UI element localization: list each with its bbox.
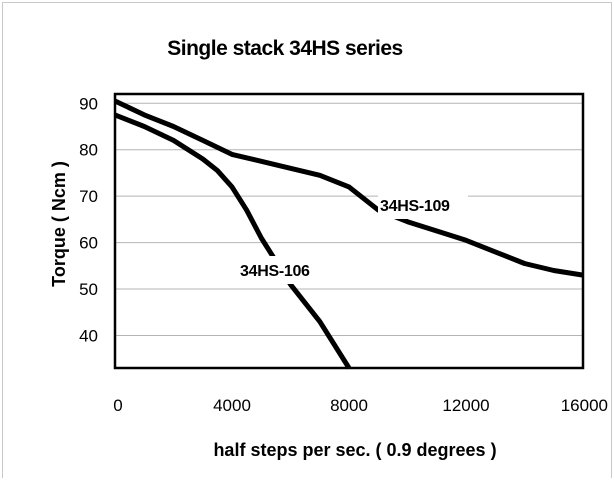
series-label-34hs-109: 34HS-109: [380, 198, 450, 215]
y-tick-label: 40: [79, 326, 98, 345]
series-layer: [115, 101, 583, 368]
x-tick-label: 12000: [442, 396, 489, 415]
plot-area: [115, 94, 583, 368]
x-axis-ticks: 0 4000 8000 12000 16000: [113, 396, 608, 415]
chart-title: Single stack 34HS series: [167, 37, 402, 60]
y-axis-label: Torque ( Ncm ): [49, 161, 69, 287]
series-line-34hs-109: [115, 101, 583, 275]
y-tick-label: 90: [79, 94, 98, 113]
y-tick-label: 70: [79, 187, 98, 206]
series-label-34hs-106: 34HS-106: [240, 263, 310, 280]
x-axis-label: half steps per sec. ( 0.9 degrees ): [213, 440, 496, 460]
x-tick-label: 8000: [330, 396, 368, 415]
y-tick-label: 80: [79, 141, 98, 160]
y-axis-ticks: 40 50 60 70 80 90: [79, 94, 98, 345]
x-tick-label: 16000: [561, 396, 608, 415]
y-tick-label: 50: [79, 280, 98, 299]
x-tick-label: 0: [113, 396, 122, 415]
x-tick-label: 4000: [213, 396, 251, 415]
gridlines: [115, 103, 583, 335]
y-tick-label: 60: [79, 234, 98, 253]
